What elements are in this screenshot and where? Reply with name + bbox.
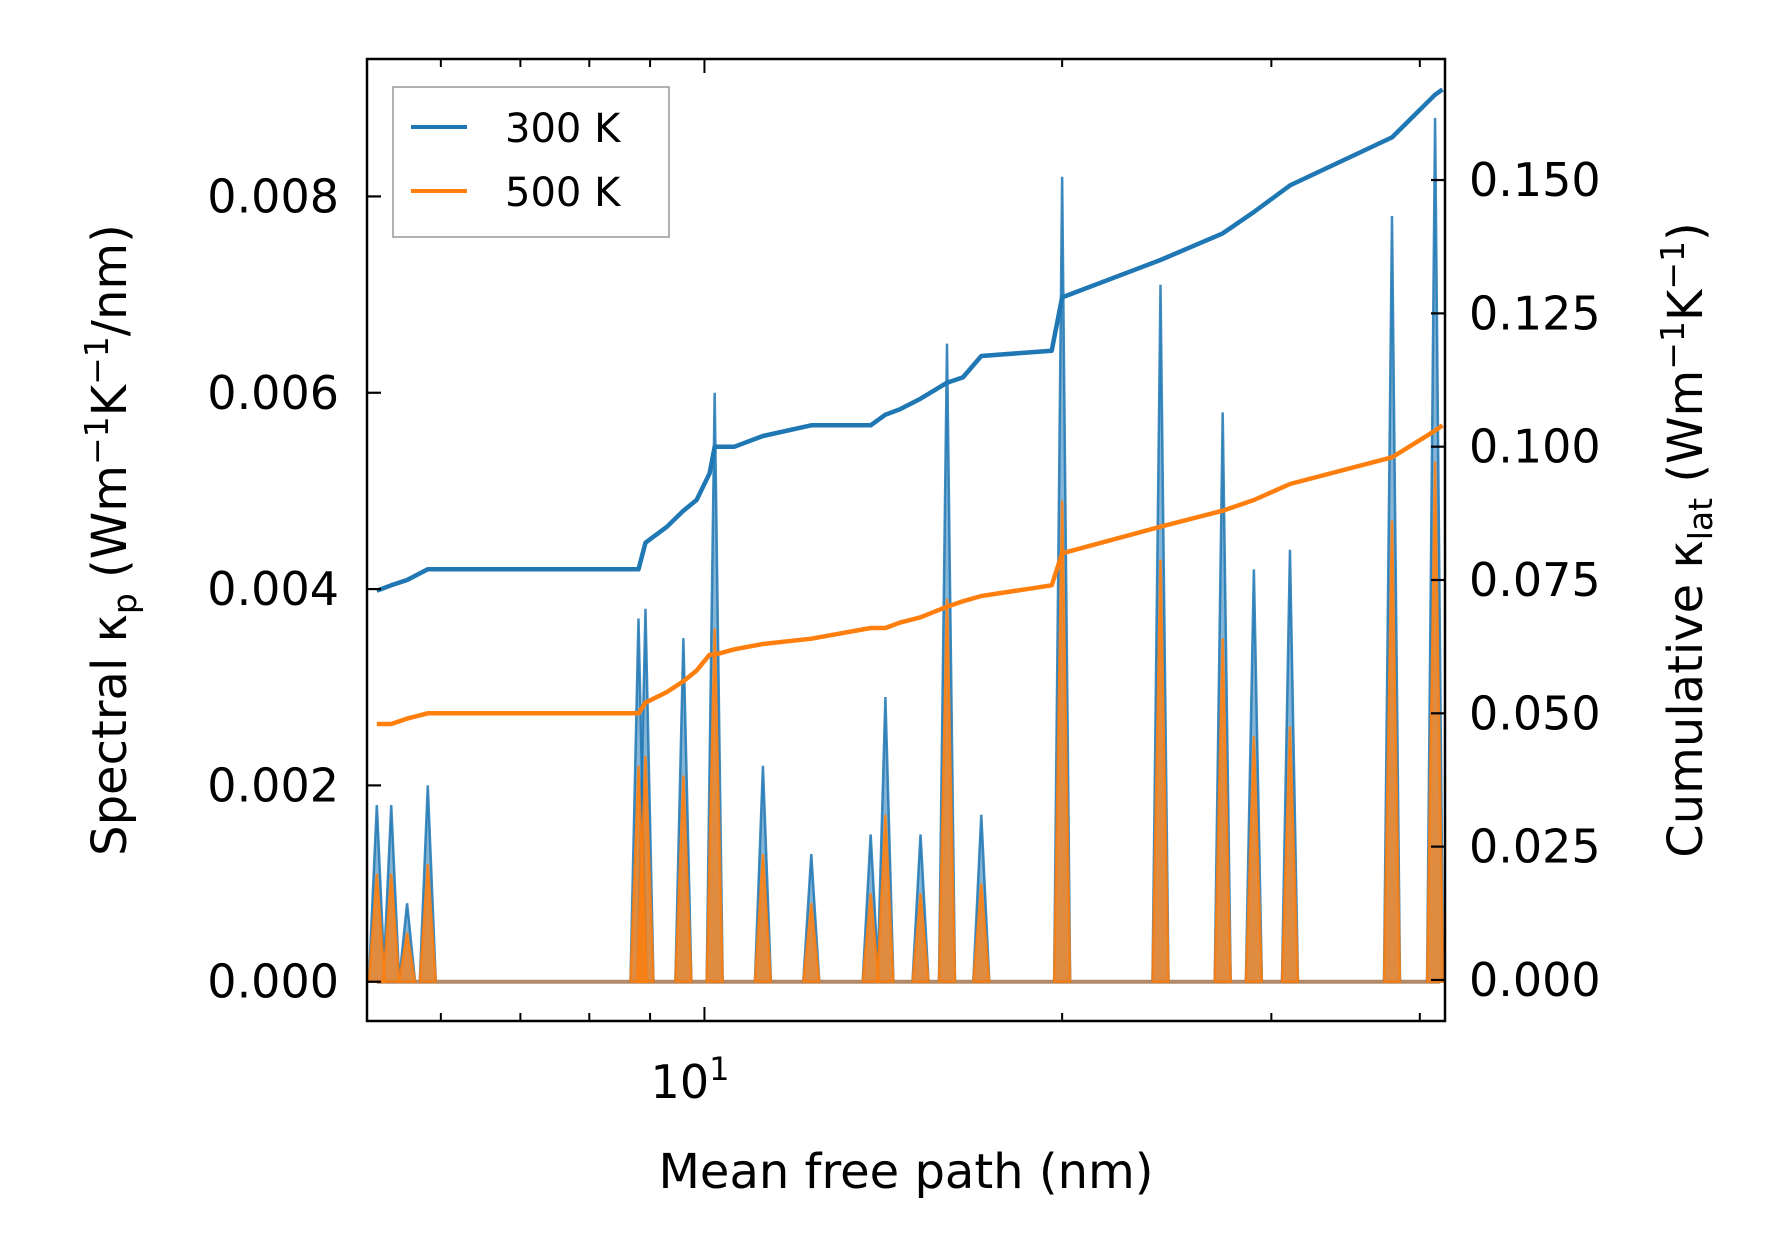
y-right-tick-label: 0.075 bbox=[1469, 553, 1601, 607]
y-right-tick-label: 0.150 bbox=[1469, 153, 1601, 207]
spectral-peak-500k bbox=[1151, 559, 1170, 983]
legend: 300 K 500 K bbox=[392, 86, 670, 238]
spectral-peak-500k bbox=[753, 854, 773, 983]
x-axis-label: Mean free path (nm) bbox=[659, 1144, 1154, 1200]
spectral-peak-500k bbox=[381, 873, 401, 983]
y-left-tick-label: 0.004 bbox=[207, 562, 339, 616]
y-right-tick-label: 0.125 bbox=[1469, 286, 1601, 340]
legend-box bbox=[392, 86, 670, 238]
spectral-peak-500k bbox=[674, 775, 693, 983]
plot-frame bbox=[365, 57, 1447, 1023]
spectral-peak-500k bbox=[705, 628, 724, 983]
spectral-peak-500k bbox=[418, 863, 438, 983]
legend-label-300k: 300 K bbox=[505, 106, 622, 152]
spectral-peak-500k bbox=[1213, 638, 1232, 983]
spectral-peak-500k bbox=[911, 893, 930, 983]
x-tick-label-10: 101 bbox=[651, 1050, 730, 1109]
spectral-peak-500k bbox=[1382, 520, 1402, 983]
legend-label-500k: 500 K bbox=[505, 170, 622, 216]
y-left-tick-label: 0.006 bbox=[207, 366, 339, 420]
axes-layer: 0.000 0.002 0.004 0.006 0.008 0.000 0.025 0.050… bbox=[207, 59, 1601, 1021]
y-right-tick-label: 0.025 bbox=[1469, 820, 1601, 874]
y-left-tick-label: 0.000 bbox=[207, 955, 339, 1009]
y-right-tick-label: 0.100 bbox=[1469, 420, 1601, 474]
spectral-peak-500k bbox=[636, 755, 655, 983]
y-right-tick-label: 0.000 bbox=[1469, 953, 1601, 1007]
y-left-tick-label: 0.002 bbox=[207, 758, 339, 812]
spectral-peak-500k bbox=[971, 883, 991, 983]
y-axis-left-label: Spectral κp (Wm−1K−1/nm) bbox=[77, 224, 144, 856]
y-right-tick-label: 0.050 bbox=[1469, 686, 1601, 740]
spectral-peak-500k bbox=[397, 932, 417, 983]
spectral-series-layer bbox=[367, 117, 1445, 984]
spectral-peak-500k bbox=[1425, 461, 1445, 983]
spectral-peak-500k bbox=[937, 598, 957, 983]
cumulative-line-300k bbox=[376, 87, 1444, 593]
spectral-peak-500k bbox=[1280, 726, 1300, 983]
spectral-peak-500k bbox=[801, 903, 821, 983]
spectral-peak-500k bbox=[861, 893, 881, 983]
cumulative-line-500k bbox=[376, 423, 1444, 727]
y-left-tick-label: 0.008 bbox=[207, 169, 339, 223]
spectral-peak-500k bbox=[1052, 500, 1072, 983]
y-axis-right-label: Cumulative κlat (Wm−1K−1) bbox=[1653, 222, 1720, 858]
spectral-peak-500k bbox=[1244, 736, 1264, 983]
spectral-peak-500k bbox=[876, 814, 895, 983]
cumulative-series-layer bbox=[376, 87, 1444, 727]
